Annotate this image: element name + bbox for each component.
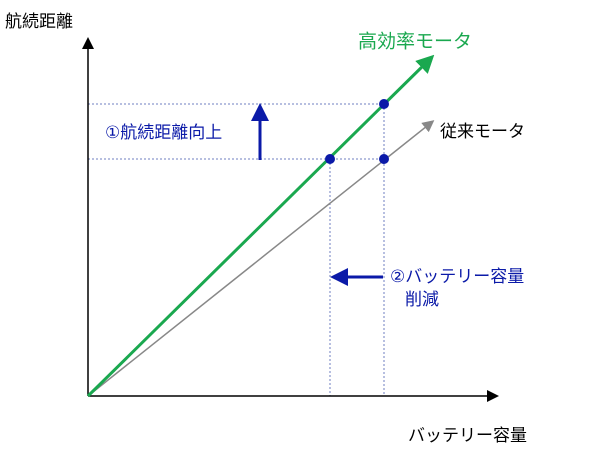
line-label: 従来モータ <box>440 122 525 142</box>
point <box>379 99 389 109</box>
point <box>325 154 335 164</box>
conventional-line <box>87 120 435 397</box>
point <box>379 154 389 164</box>
x-axis-label: バッテリー容量 <box>408 426 527 446</box>
efficient-line <box>86 54 435 398</box>
line-label: 高効率モータ <box>358 31 472 53</box>
annotation: ①航続距離向上 <box>105 123 222 143</box>
y-axis-label: 航続距離 <box>5 12 73 32</box>
annotation: ②バッテリー容量 <box>390 267 524 287</box>
annotation: 削減 <box>405 290 439 310</box>
guides <box>88 103 385 396</box>
